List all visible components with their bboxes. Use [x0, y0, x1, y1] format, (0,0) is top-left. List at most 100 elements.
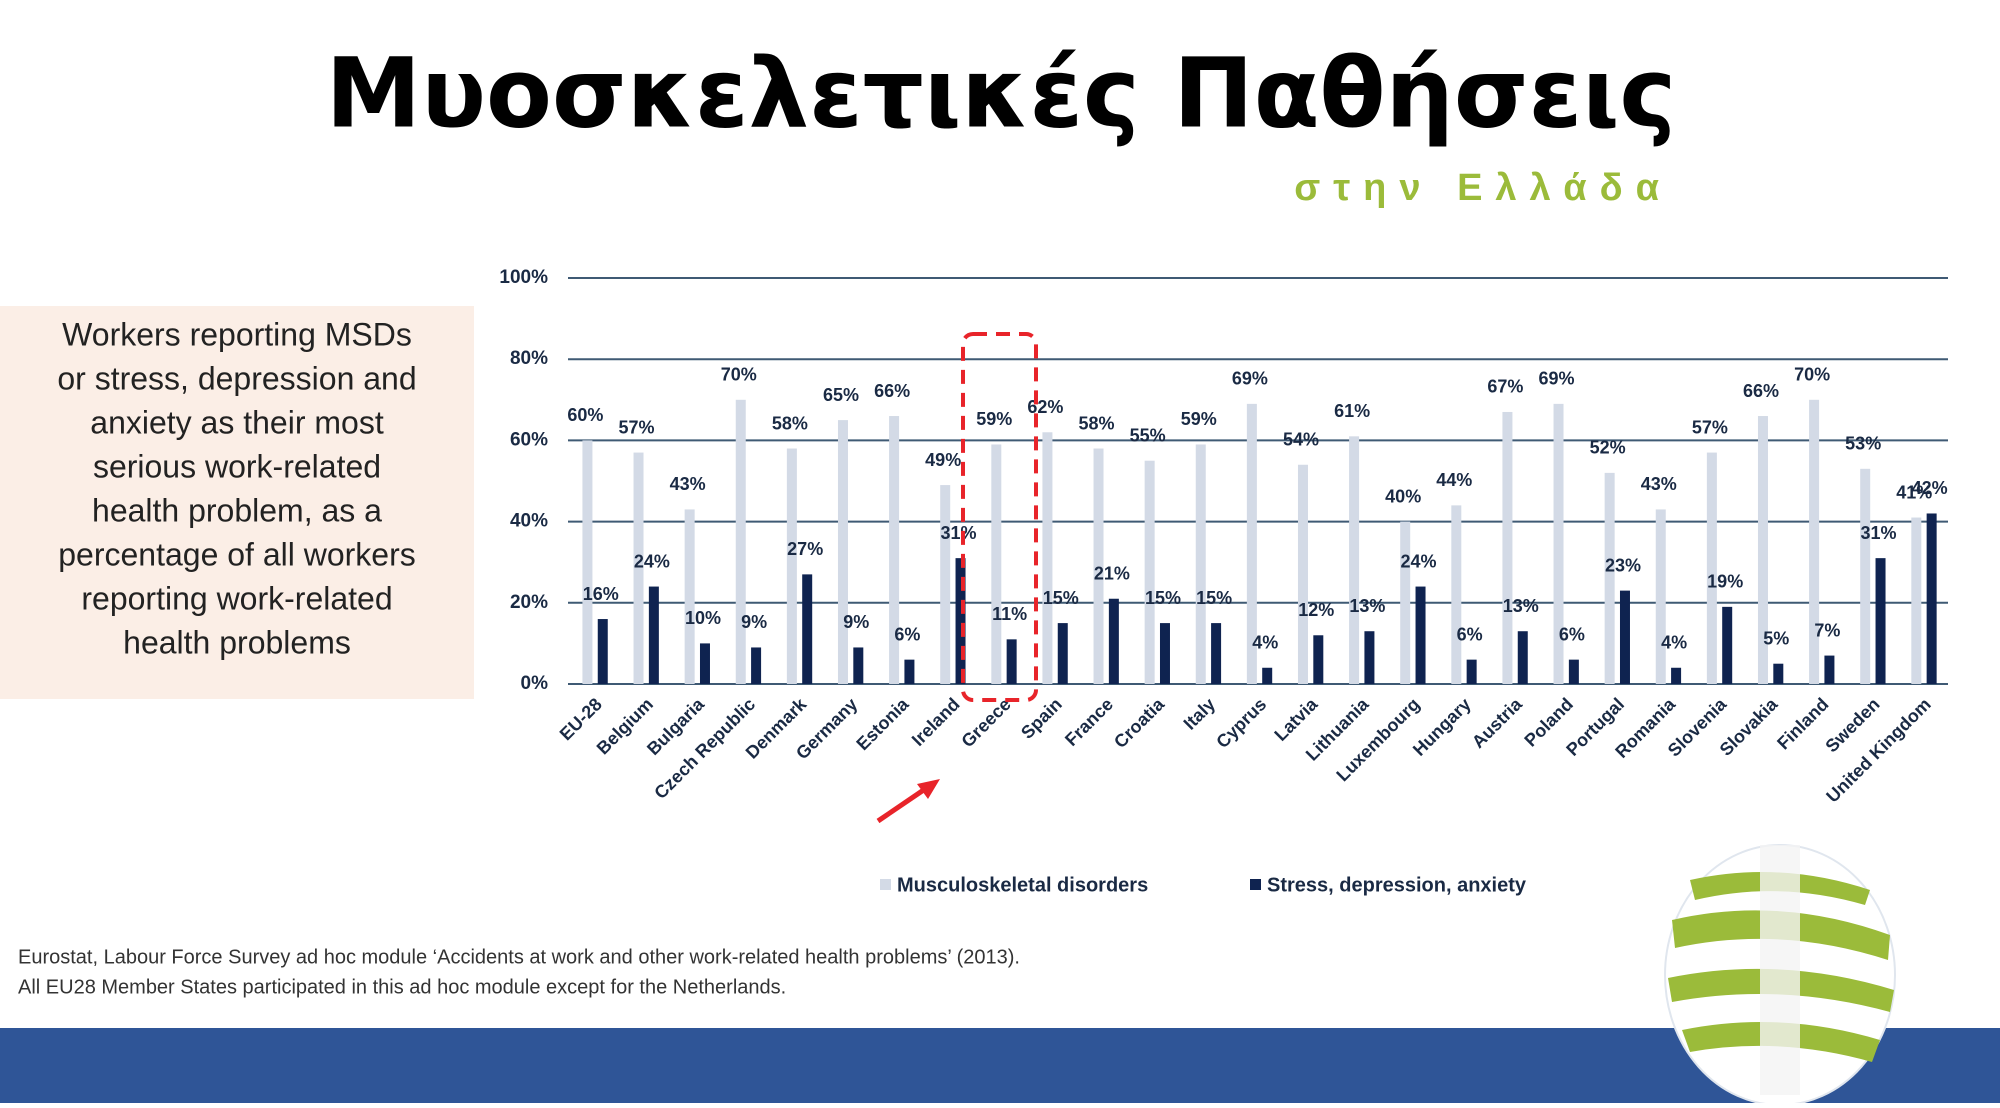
- bar: [1108, 598, 1119, 684]
- bar: [1415, 586, 1426, 684]
- value-label: 27%: [787, 539, 823, 559]
- note: Workers reporting MSDs or stress, depress…: [57, 316, 416, 660]
- x-tick-label: Spain: [1017, 694, 1066, 743]
- value-label: 53%: [1845, 434, 1881, 454]
- bar: [1604, 472, 1615, 684]
- bar: [1655, 509, 1666, 684]
- bar: [1144, 460, 1155, 684]
- legend-label: Musculoskeletal disorders: [897, 874, 1148, 896]
- arrow-head: [917, 779, 940, 799]
- value-label: 62%: [1027, 397, 1063, 417]
- x-tick-label: Slovakia: [1716, 693, 1782, 759]
- bar: [1195, 444, 1206, 684]
- value-label: 57%: [1692, 417, 1728, 437]
- bar: [1313, 635, 1324, 684]
- bar: [1297, 464, 1308, 684]
- bar: [735, 399, 746, 684]
- bar: [1875, 558, 1886, 684]
- x-tick-label: Ireland: [908, 694, 964, 750]
- bar: [1706, 452, 1717, 684]
- bar: [684, 509, 695, 684]
- value-label: 58%: [772, 413, 808, 433]
- value-label: 19%: [1707, 572, 1743, 592]
- arrow-shaft: [876, 784, 930, 824]
- x-tick-label: Cyprus: [1212, 694, 1270, 752]
- bar: [751, 647, 762, 684]
- value-label: 69%: [1539, 369, 1575, 389]
- note-line: health problem, as a: [92, 492, 382, 528]
- value-label: 70%: [1794, 365, 1830, 385]
- source: Eurostat, Labour Force Survey ad hoc mod…: [18, 946, 1020, 998]
- source-line: Eurostat, Labour Force Survey ad hoc mod…: [18, 946, 1020, 968]
- value-label: 70%: [721, 365, 757, 385]
- value-label: 9%: [843, 612, 869, 632]
- bar: [1159, 623, 1170, 684]
- value-label: 59%: [1181, 409, 1217, 429]
- value-label: 13%: [1503, 596, 1539, 616]
- note-box: [0, 306, 474, 699]
- bar: [1364, 631, 1375, 684]
- y-tick-label: 0%: [521, 673, 549, 694]
- x-tick-label: Greece: [957, 694, 1014, 751]
- value-label: 69%: [1232, 369, 1268, 389]
- value-label: 15%: [1145, 588, 1181, 608]
- bar: [786, 448, 797, 684]
- note-line: or stress, depression and: [57, 360, 416, 396]
- bar: [1093, 448, 1104, 684]
- note-line: percentage of all workers: [58, 536, 416, 572]
- value-label: 31%: [1861, 523, 1897, 543]
- bar: [837, 420, 848, 684]
- logo: [1664, 844, 1896, 1106]
- x-tick-label: France: [1061, 694, 1117, 750]
- value-label: 10%: [685, 608, 721, 628]
- value-label: 21%: [1094, 563, 1130, 583]
- highlight-box: [961, 332, 1038, 702]
- value-label: 49%: [925, 450, 961, 470]
- bar: [1006, 639, 1017, 684]
- y-tick-label: 40%: [510, 511, 548, 532]
- bar: [1517, 631, 1528, 684]
- value-label: 31%: [941, 523, 977, 543]
- bar: [940, 485, 951, 684]
- value-label: 67%: [1487, 377, 1523, 397]
- bar: [1211, 623, 1222, 684]
- bar: [1466, 659, 1477, 684]
- bar: [802, 574, 813, 684]
- bar: [1553, 403, 1564, 684]
- bar: [699, 643, 710, 684]
- value-label: 11%: [992, 604, 1027, 624]
- value-label: 15%: [1043, 588, 1079, 608]
- bar: [1809, 399, 1820, 684]
- value-label: 58%: [1079, 413, 1115, 433]
- x-tick-label: Croatia: [1110, 693, 1169, 752]
- value-label: 42%: [1912, 478, 1948, 498]
- bar: [1400, 521, 1411, 684]
- x-tick-label: Estonia: [852, 693, 913, 754]
- value-label: 13%: [1349, 596, 1385, 616]
- value-label: 12%: [1298, 600, 1334, 620]
- bar: [904, 659, 915, 684]
- value-label: 4%: [1661, 633, 1687, 653]
- legend-swatch: [1250, 879, 1261, 890]
- value-label: 52%: [1590, 438, 1626, 458]
- note-line: serious work-related: [93, 448, 381, 484]
- bar: [1246, 403, 1257, 684]
- bar: [1824, 655, 1835, 684]
- value-label: 41%: [1896, 482, 1932, 502]
- value-label: 16%: [583, 584, 619, 604]
- y-tick-label: 100%: [499, 267, 548, 288]
- bar: [955, 558, 966, 684]
- bar: [889, 416, 900, 684]
- y-tick-label: 20%: [510, 592, 548, 613]
- note-line: reporting work-related: [81, 580, 392, 616]
- bar: [1451, 505, 1462, 684]
- value-label: 61%: [1334, 401, 1370, 421]
- value-label: 24%: [1401, 551, 1437, 571]
- bar: [1926, 513, 1937, 684]
- note-line: Workers reporting MSDs: [62, 316, 412, 352]
- bar: [1502, 411, 1513, 684]
- source-line: All EU28 Member States participated in t…: [18, 976, 786, 998]
- bar: [1042, 432, 1053, 684]
- chart: 0%20%40%60%80%100%EU-2860%16%Belgium57%2…: [499, 267, 1948, 896]
